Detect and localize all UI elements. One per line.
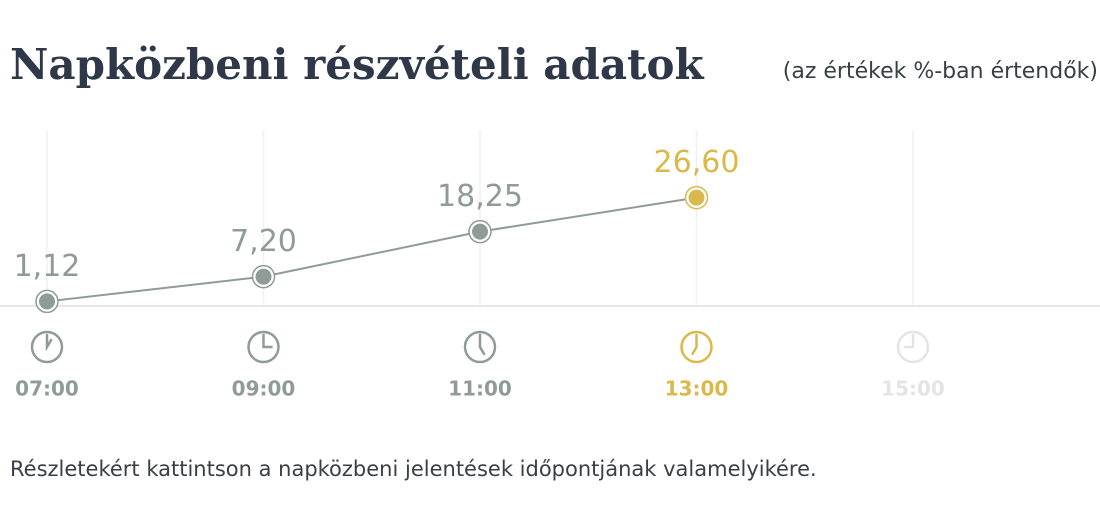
clock-icon <box>463 330 497 364</box>
value-label: 26,60 <box>654 145 740 180</box>
footnote: Részletekért kattintson a napközbeni jel… <box>10 457 817 481</box>
x-tick-label: 09:00 <box>232 377 296 401</box>
time-option[interactable]: 09:00 <box>232 330 296 401</box>
point <box>255 268 272 285</box>
clock-icon <box>247 330 280 364</box>
time-option[interactable]: 11:00 <box>448 330 512 401</box>
clock-hands <box>478 333 486 356</box>
time-option[interactable]: 13:00 <box>665 330 729 401</box>
point <box>688 189 705 206</box>
point <box>472 223 488 240</box>
clock-hands <box>903 333 915 349</box>
value-label: 7,20 <box>230 224 297 259</box>
x-tick-label: 13:00 <box>665 377 729 401</box>
chart-subtitle: (az értékek %-ban értendők) <box>783 59 1098 84</box>
clock-icon <box>896 330 930 364</box>
line <box>46 196 697 303</box>
time-option[interactable]: 15:00 <box>881 330 945 401</box>
x-tick-label: 11:00 <box>448 377 512 401</box>
value-label: 18,25 <box>437 179 523 214</box>
time-option[interactable]: 07:00 <box>15 330 79 401</box>
clock-icon <box>680 330 713 364</box>
clock-hands <box>262 333 273 349</box>
chart-title: Napközbeni részvételi adatok <box>10 40 704 89</box>
clock-hands <box>691 333 698 356</box>
x-tick-label: 15:00 <box>881 377 945 401</box>
clock-hands <box>45 333 53 352</box>
x-tick-label: 07:00 <box>15 377 79 401</box>
point <box>39 293 55 310</box>
value-label: 1,12 <box>14 249 81 284</box>
clock-icon <box>30 330 64 364</box>
